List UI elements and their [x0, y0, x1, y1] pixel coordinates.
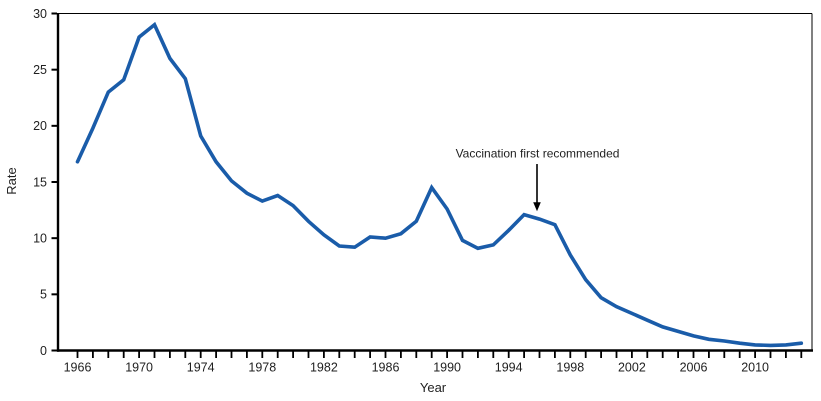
x-tick-label: 1990: [433, 361, 461, 375]
y-tick-label: 15: [33, 175, 47, 189]
x-tick-label: 1978: [248, 361, 276, 375]
y-tick-label: 20: [33, 119, 47, 133]
x-tick-label: 1986: [372, 361, 400, 375]
y-axis-title: Rate: [4, 167, 19, 194]
x-tick-label: 2002: [618, 361, 646, 375]
x-tick-label: 1974: [187, 361, 215, 375]
rate-line: [75, 21, 804, 348]
y-tick-label: 25: [33, 63, 47, 77]
plot-frame: [56, 13, 813, 352]
x-tick-label: 1970: [125, 361, 153, 375]
annotation-label: Vaccination first recommended: [456, 147, 620, 161]
x-axis-title: Year: [420, 380, 447, 395]
y-tick-label: 10: [33, 231, 47, 245]
annotation: Vaccination first recommended: [456, 147, 620, 212]
annotation-arrow-icon: [533, 164, 541, 212]
x-tick-label: 1994: [495, 361, 523, 375]
x-axis: 1966 1970 1974 1978 1982 1986 1990 1994 1998 2002…: [64, 351, 803, 375]
data-series: [75, 21, 804, 348]
x-tick-label: 2006: [680, 361, 708, 375]
y-tick-label: 30: [33, 7, 47, 21]
y-tick-label: 0: [40, 344, 47, 358]
y-tick-label: 5: [40, 288, 47, 302]
x-tick-label: 1998: [556, 361, 584, 375]
arrow-head: [533, 202, 541, 212]
x-tick-label: 1966: [64, 361, 92, 375]
x-tick-label: 2010: [741, 361, 769, 375]
x-tick-label: 1982: [310, 361, 338, 375]
y-axis: 0 5 10 15 20 25 30: [33, 7, 57, 358]
